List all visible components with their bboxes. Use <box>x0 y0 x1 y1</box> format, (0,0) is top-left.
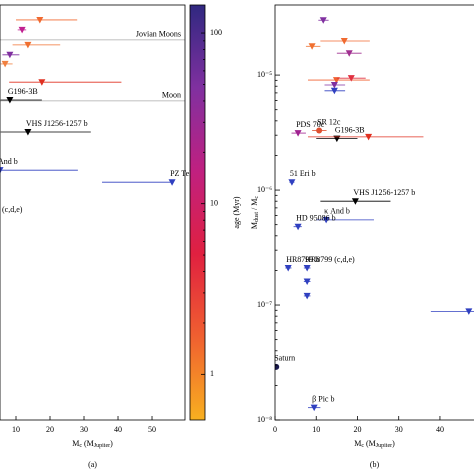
axis-label: Mc (MJupiter) <box>72 439 113 450</box>
y-tick-label: 10⁻⁷ <box>257 300 272 309</box>
axis-label: Mdust / Mc <box>250 196 261 229</box>
point-label: And b <box>0 157 18 166</box>
x-tick-label: 10 <box>312 425 320 434</box>
point-label: β Pic b <box>312 395 334 404</box>
marker <box>1 60 9 68</box>
point-label: HD 95086 b <box>296 214 336 223</box>
y-tick-label: 10⁻⁸ <box>257 415 272 424</box>
marker <box>18 26 26 34</box>
marker <box>308 43 316 50</box>
marker <box>332 77 340 84</box>
axis-label-part: dust <box>254 212 260 222</box>
marker <box>294 130 302 137</box>
marker <box>294 223 302 231</box>
axis-label: Mc (MJupiter) <box>354 439 395 450</box>
plot-area <box>275 17 474 412</box>
axis-label-part: c <box>361 443 364 449</box>
point-label: SR 12c <box>317 117 341 126</box>
axis-label-part: Jupiter <box>94 443 110 449</box>
colorbar-tick-label: 100 <box>210 28 222 37</box>
annotation: (c,d,e) <box>2 205 23 214</box>
marker <box>330 87 338 95</box>
axis-label-part: c <box>254 196 260 199</box>
marker <box>303 264 311 272</box>
marker <box>365 133 373 141</box>
axis-label-part: (M <box>364 439 376 448</box>
point-label: 51 Eri b <box>290 169 316 178</box>
x-tick-label: 10 <box>12 425 20 434</box>
marker <box>275 363 280 370</box>
reference-label: Jovian Moons <box>136 30 181 39</box>
axis-label-part: / M <box>250 199 259 212</box>
marker <box>322 216 330 224</box>
axis-label-part: ) <box>110 439 113 448</box>
point-label: G196-3B <box>335 125 365 134</box>
point-label: Saturn <box>274 354 295 363</box>
axes-frame <box>274 4 474 421</box>
axis-label-part: (M <box>82 439 94 448</box>
point-label: VHS J1256-1257 b <box>353 188 415 197</box>
marker <box>303 292 311 300</box>
point-label: HR8799 b <box>286 255 319 264</box>
x-tick-label: 30 <box>395 425 403 434</box>
marker <box>24 128 32 136</box>
point-label: κ And b <box>324 207 350 216</box>
colorbar-tick-label: 10 <box>210 199 218 208</box>
reference-label: Moon <box>162 91 181 100</box>
axis-label-part: M <box>250 222 259 229</box>
axes-frame <box>0 4 186 421</box>
marker <box>36 16 44 24</box>
marker <box>330 81 338 89</box>
marker <box>168 179 176 186</box>
x-tick-label: 40 <box>436 425 444 434</box>
point-label: VHS J1256-1257 b <box>26 119 88 128</box>
x-tick-label: 40 <box>114 425 122 434</box>
marker <box>6 51 14 59</box>
marker <box>284 264 292 272</box>
marker <box>24 41 32 49</box>
marker <box>340 37 348 45</box>
marker <box>465 308 473 315</box>
colorbar <box>189 4 206 421</box>
axis-label-part: M <box>72 439 79 448</box>
point-label: HR8799 (c,d,e) <box>305 255 355 264</box>
marker <box>351 198 359 205</box>
marker <box>347 75 355 82</box>
axis-label-part: c <box>79 443 82 449</box>
marker <box>303 278 311 286</box>
x-tick-label: 20 <box>353 425 361 434</box>
marker <box>319 17 327 24</box>
axis-label-part: Jupiter <box>376 443 392 449</box>
marker <box>310 404 318 412</box>
plot-area <box>0 16 185 186</box>
axis-label-part: M <box>354 439 361 448</box>
marker <box>6 97 14 104</box>
x-tick-label: 50 <box>148 425 156 434</box>
x-tick-label: 30 <box>80 425 88 434</box>
colorbar-label: age (Myr) <box>232 196 241 229</box>
x-tick-label: 0 <box>273 425 277 434</box>
marker <box>38 79 46 86</box>
marker <box>316 127 323 134</box>
colorbar-tick-label: 1 <box>210 369 214 378</box>
y-tick-label: 10⁻⁵ <box>257 70 272 79</box>
marker <box>288 179 296 186</box>
point-label: PDS 70c <box>296 120 325 129</box>
marker <box>345 50 353 57</box>
point-label: PZ Tel B <box>170 169 199 178</box>
y-tick-label: 10⁻⁶ <box>257 185 272 194</box>
axis-label-part: ) <box>392 439 395 448</box>
panel-label: (b) <box>370 460 380 469</box>
marker <box>0 167 4 174</box>
panel-label: (a) <box>88 460 97 469</box>
x-tick-label: 20 <box>46 425 54 434</box>
point-label: G196-3B <box>8 87 38 96</box>
